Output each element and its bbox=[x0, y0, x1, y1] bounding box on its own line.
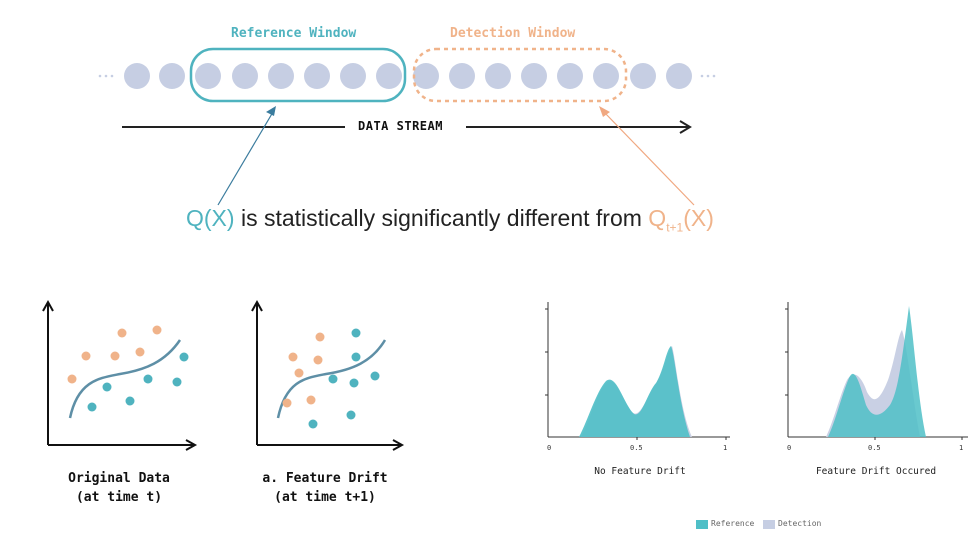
reference-window-box bbox=[189, 47, 407, 103]
scatter-caption-original: Original Data (at time t) bbox=[49, 469, 189, 507]
legend-reference-label: Reference bbox=[711, 519, 755, 528]
distribution-caption-drift: Feature Drift Occured bbox=[815, 466, 937, 477]
legend-detection-label: Detection bbox=[778, 519, 822, 528]
legend-detection-swatch bbox=[763, 520, 775, 529]
scatter-axes bbox=[251, 299, 405, 451]
scatter-panel-original bbox=[42, 299, 198, 451]
tick-label: 0 bbox=[547, 444, 552, 452]
orange-points bbox=[282, 332, 325, 408]
caption-line: a. Feature Drift bbox=[262, 471, 388, 486]
tick-label: 1 bbox=[723, 444, 728, 452]
legend-reference-swatch bbox=[696, 520, 708, 529]
stream-data-point bbox=[593, 63, 619, 89]
reference-window-label: Reference Window bbox=[231, 26, 357, 41]
trend-curve bbox=[276, 339, 387, 419]
detection-q-tail: (X) bbox=[683, 205, 714, 231]
detection-pointer-arrow bbox=[599, 106, 695, 206]
detection-subscript: t+1 bbox=[666, 220, 684, 235]
data-stream-dots bbox=[124, 63, 692, 89]
drift-statement: Q(X) is statistically significantly diff… bbox=[186, 205, 714, 235]
stream-data-point bbox=[413, 63, 439, 89]
stream-data-point bbox=[666, 63, 692, 89]
reference-density bbox=[828, 306, 926, 437]
stream-data-point bbox=[268, 63, 294, 89]
caption-line: Original Data bbox=[68, 471, 170, 486]
stream-data-point bbox=[304, 63, 330, 89]
tick-label: 1 bbox=[959, 444, 964, 452]
stream-data-point bbox=[557, 63, 583, 89]
detection-distribution-symbol: Qt+1(X) bbox=[648, 205, 714, 235]
stream-data-point bbox=[124, 63, 150, 89]
stream-data-point bbox=[449, 63, 475, 89]
distribution-caption-no-drift: No Feature Drift bbox=[594, 466, 686, 477]
caption-line: (at time t+1) bbox=[274, 490, 376, 505]
tick-label: 0.5 bbox=[868, 444, 881, 452]
reference-distribution-symbol: Q(X) bbox=[186, 205, 235, 231]
stream-ellipsis-left bbox=[98, 74, 114, 78]
data-stream-label: DATA STREAM bbox=[358, 119, 443, 133]
stream-data-point bbox=[159, 63, 185, 89]
reference-pointer-arrow bbox=[217, 106, 276, 206]
detection-window-box bbox=[412, 47, 628, 103]
distribution-panel-drift bbox=[785, 302, 968, 440]
teal-points bbox=[308, 328, 380, 429]
detection-q: Q bbox=[648, 205, 667, 231]
distribution-panel-no-drift bbox=[545, 302, 730, 440]
scatter-caption-drift: a. Feature Drift (at time t+1) bbox=[247, 469, 403, 507]
reference-density bbox=[579, 346, 690, 437]
stream-data-point bbox=[521, 63, 547, 89]
stream-data-point bbox=[630, 63, 656, 89]
tick-label: 0 bbox=[787, 444, 792, 452]
scatter-panel-drift bbox=[251, 299, 405, 451]
statement-text: is statistically significantly different… bbox=[234, 205, 649, 231]
teal-points bbox=[87, 352, 189, 412]
scatter-axes bbox=[42, 299, 198, 451]
stream-data-point bbox=[232, 63, 258, 89]
tick-label: 0.5 bbox=[630, 444, 643, 452]
stream-ellipsis-right bbox=[700, 74, 716, 78]
caption-line: (at time t) bbox=[75, 490, 163, 505]
stream-data-point bbox=[376, 63, 402, 89]
stream-data-point bbox=[195, 63, 221, 89]
data-stream-arrow bbox=[122, 120, 692, 134]
stream-data-point bbox=[485, 63, 511, 89]
trend-curve bbox=[68, 339, 182, 419]
stream-data-point bbox=[340, 63, 366, 89]
detection-window-label: Detection Window bbox=[450, 26, 576, 41]
orange-points bbox=[67, 325, 162, 384]
